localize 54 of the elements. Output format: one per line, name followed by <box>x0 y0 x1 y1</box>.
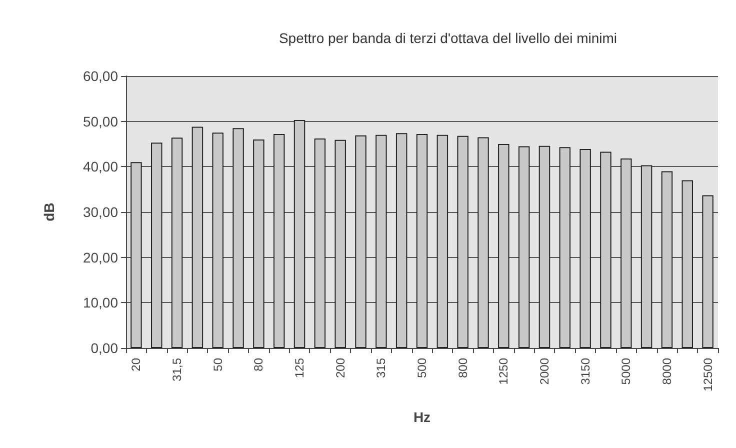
x-tick-label: 20 <box>129 358 144 372</box>
chart-title: Spettro per banda di terzi d'ottava del livello dei minimi <box>278 30 618 46</box>
bar <box>396 133 408 348</box>
x-tick-label: 31,5 <box>170 358 184 382</box>
bar <box>355 135 366 348</box>
y-tick-label: 20,00 <box>82 249 118 266</box>
bar <box>580 148 591 348</box>
x-tick-label: 1250 <box>496 358 511 385</box>
bar <box>192 126 204 348</box>
x-tick-label: 315 <box>374 358 388 378</box>
bar <box>253 139 264 348</box>
x-tick-label: 2000 <box>537 358 552 385</box>
bar <box>661 171 673 348</box>
x-tick-label: 8000 <box>660 358 674 385</box>
bar <box>538 146 550 348</box>
y-tick-label: 40,00 <box>82 158 118 175</box>
bar <box>702 195 714 348</box>
bar <box>559 147 571 348</box>
bar <box>151 142 162 348</box>
bar <box>273 134 285 348</box>
bar <box>376 134 387 348</box>
y-tick-label: 50,00 <box>82 113 118 130</box>
x-tick-label: 50 <box>210 358 225 372</box>
bar <box>436 134 448 348</box>
y-tick-label: 10,00 <box>82 294 118 311</box>
bar <box>232 128 244 348</box>
y-tick-label: 30,00 <box>82 204 118 220</box>
y-tick-label: 60,00 <box>82 68 118 84</box>
y-axis-title: dB <box>41 202 57 222</box>
bar <box>682 180 693 348</box>
bar <box>600 152 612 348</box>
x-tick-label: 80 <box>252 358 266 372</box>
bar <box>640 165 652 348</box>
x-tick-label: 200 <box>333 358 348 378</box>
bar <box>416 134 428 348</box>
x-tick-label: 12500 <box>700 358 715 392</box>
x-tick-label: 125 <box>292 358 307 378</box>
bar <box>498 144 510 348</box>
bar <box>457 136 468 348</box>
y-tick-label: 0,00 <box>90 340 118 356</box>
x-tick-label: 500 <box>415 358 429 378</box>
x-tick-label: 800 <box>456 358 470 378</box>
x-axis-title: Hz <box>413 409 431 425</box>
x-tick-label: 3150 <box>578 358 592 385</box>
bar <box>171 138 183 348</box>
bar <box>334 140 346 348</box>
bar <box>620 158 632 348</box>
bar <box>130 162 142 348</box>
bar <box>518 146 530 348</box>
bar <box>294 120 306 348</box>
bar <box>478 137 489 348</box>
x-tick-label: 5000 <box>619 358 634 385</box>
bar <box>212 132 224 348</box>
bar <box>314 138 326 348</box>
